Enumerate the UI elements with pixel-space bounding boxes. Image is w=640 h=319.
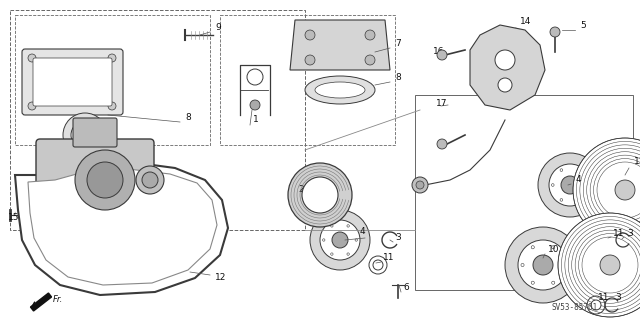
Circle shape [302, 177, 338, 213]
Text: 12: 12 [215, 273, 227, 283]
Polygon shape [290, 20, 390, 70]
Circle shape [558, 213, 640, 317]
Circle shape [603, 235, 613, 245]
Ellipse shape [305, 76, 375, 104]
Circle shape [331, 253, 333, 255]
Circle shape [591, 300, 601, 310]
Circle shape [552, 184, 554, 186]
Circle shape [87, 162, 123, 198]
Circle shape [75, 150, 135, 210]
Text: 8: 8 [185, 114, 191, 122]
Circle shape [561, 176, 579, 194]
Circle shape [552, 246, 555, 249]
Circle shape [347, 225, 349, 227]
Circle shape [71, 121, 99, 149]
Circle shape [521, 263, 524, 267]
Text: 8: 8 [395, 73, 401, 83]
Circle shape [533, 255, 553, 275]
Text: 6: 6 [403, 283, 409, 292]
Text: 11: 11 [383, 254, 394, 263]
Circle shape [310, 210, 370, 270]
Circle shape [412, 177, 428, 193]
Text: 2: 2 [298, 186, 303, 195]
Circle shape [28, 102, 36, 110]
Text: 3: 3 [395, 234, 401, 242]
Text: Fr.: Fr. [53, 295, 63, 304]
Polygon shape [470, 25, 545, 110]
Circle shape [108, 102, 116, 110]
Text: 3: 3 [615, 293, 621, 302]
Bar [415, 95, 633, 290]
Circle shape [505, 227, 581, 303]
Polygon shape [15, 162, 228, 295]
Circle shape [305, 30, 315, 40]
Circle shape [320, 220, 360, 260]
Circle shape [365, 55, 375, 65]
Circle shape [365, 30, 375, 40]
Circle shape [136, 166, 164, 194]
Text: 1: 1 [253, 115, 259, 124]
Circle shape [332, 232, 348, 248]
Text: 15: 15 [8, 213, 19, 222]
Text: 11: 11 [613, 228, 625, 238]
Text: 10: 10 [548, 244, 559, 254]
Circle shape [347, 253, 349, 255]
Text: SV53-85701: SV53-85701 [552, 303, 598, 313]
Text: 4: 4 [576, 174, 582, 183]
Circle shape [577, 169, 580, 171]
Circle shape [28, 54, 36, 62]
Circle shape [250, 100, 260, 110]
Circle shape [549, 164, 591, 206]
Circle shape [331, 225, 333, 227]
Circle shape [550, 27, 560, 37]
Circle shape [518, 240, 568, 290]
Circle shape [247, 69, 263, 85]
Circle shape [437, 139, 447, 149]
FancyBboxPatch shape [33, 58, 112, 106]
Text: 14: 14 [520, 18, 531, 26]
Text: 3: 3 [627, 228, 633, 238]
Circle shape [560, 169, 563, 171]
Circle shape [305, 55, 315, 65]
Circle shape [63, 113, 107, 157]
Circle shape [552, 281, 555, 284]
Bar [15, 15, 210, 145]
Circle shape [538, 153, 602, 217]
Ellipse shape [315, 82, 365, 98]
Circle shape [615, 180, 635, 200]
Circle shape [288, 163, 352, 227]
Text: 13: 13 [634, 158, 640, 167]
FancyBboxPatch shape [22, 49, 123, 115]
Text: 9: 9 [215, 23, 221, 32]
Circle shape [531, 281, 534, 284]
Bar [10, 10, 305, 230]
Circle shape [495, 50, 515, 70]
Circle shape [416, 181, 424, 189]
Text: 16: 16 [433, 48, 445, 56]
FancyBboxPatch shape [73, 118, 117, 147]
Circle shape [437, 50, 447, 60]
Text: 7: 7 [395, 39, 401, 48]
Circle shape [355, 239, 358, 241]
FancyBboxPatch shape [36, 139, 154, 232]
FancyArrow shape [31, 293, 52, 311]
Polygon shape [28, 169, 217, 285]
Circle shape [600, 255, 620, 275]
Circle shape [323, 239, 325, 241]
Circle shape [108, 54, 116, 62]
Text: 5: 5 [580, 20, 586, 29]
Text: 4: 4 [360, 227, 365, 236]
Circle shape [573, 138, 640, 242]
Text: 11: 11 [598, 293, 609, 302]
Circle shape [373, 260, 383, 270]
Text: 17: 17 [436, 99, 447, 108]
Bar [220, 15, 395, 145]
Circle shape [531, 246, 534, 249]
Circle shape [142, 172, 158, 188]
Circle shape [562, 263, 565, 267]
Circle shape [577, 199, 580, 201]
Circle shape [586, 184, 589, 186]
Circle shape [560, 199, 563, 201]
Circle shape [498, 78, 512, 92]
